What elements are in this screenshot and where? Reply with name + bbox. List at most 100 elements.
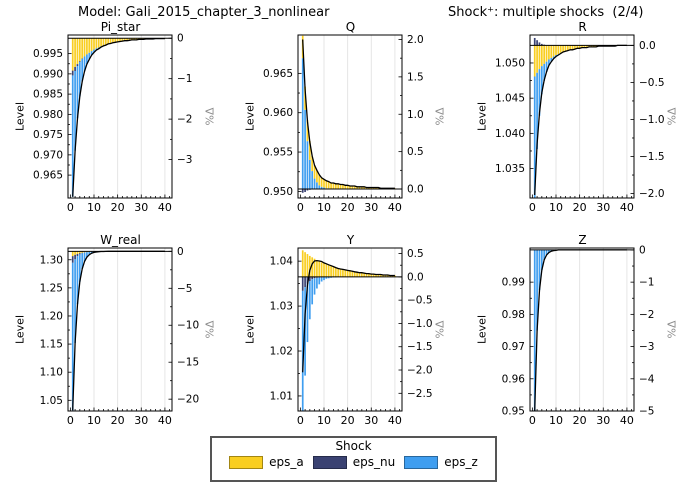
svg-text:−15: −15 (177, 357, 199, 369)
plot-area-r: 0 10 20 30 40 1.050 1.045 1.040 1.035 0.0 −0.5 −1.0… (495, 34, 665, 214)
plot-background (530, 35, 634, 198)
svg-text:0: 0 (639, 244, 646, 256)
right-tick-labels: 2.0 1.5 1.0 0.5 0.0 (407, 34, 424, 196)
svg-text:40: 40 (158, 414, 172, 427)
right-tick-labels: 0.5 0.0 −0.5 −1.0 −1.5 −2.0 −2.5 (407, 248, 433, 400)
right-axis-label: %Δ (665, 320, 679, 339)
svg-text:1.10: 1.10 (40, 367, 63, 379)
subplot-pi-star: 0 10 20 30 40 0.995 0.990 0.985 0.980 0.975 0.970 0… (0, 20, 233, 232)
x-gridlines (93, 35, 166, 198)
svg-text:0.5: 0.5 (407, 248, 424, 260)
svg-text:10: 10 (87, 414, 101, 427)
svg-text:1.0: 1.0 (407, 109, 424, 121)
svg-text:−0.5: −0.5 (407, 295, 433, 307)
shock-bars (71, 38, 166, 197)
svg-text:1.04: 1.04 (270, 256, 294, 268)
legend-entries: eps_a eps_nu eps_z (212, 455, 495, 469)
svg-text:1.15: 1.15 (40, 339, 63, 351)
plot-frame (529, 34, 635, 199)
svg-text:10: 10 (549, 201, 563, 214)
svg-text:20: 20 (573, 414, 587, 427)
svg-text:2.0: 2.0 (407, 34, 424, 46)
svg-text:−2.5: −2.5 (407, 388, 433, 400)
svg-text:0.965: 0.965 (33, 170, 63, 182)
svg-text:−1.5: −1.5 (407, 341, 433, 353)
eps-nu-swatch-icon (312, 455, 347, 469)
tick-marks (298, 253, 402, 411)
svg-text:0.98: 0.98 (502, 309, 525, 321)
svg-text:−10: −10 (177, 320, 199, 332)
x-tick-labels: 0 10 20 30 40 (529, 201, 634, 214)
legend-entry-eps-z: eps_z (404, 455, 478, 469)
plot-background (298, 35, 402, 198)
svg-text:0: 0 (177, 33, 184, 45)
shock-bars (533, 37, 616, 198)
svg-text:10: 10 (317, 201, 331, 214)
svg-text:20: 20 (341, 201, 355, 214)
svg-text:1.040: 1.040 (495, 128, 525, 140)
irf-line (72, 250, 165, 411)
svg-text:30: 30 (134, 414, 148, 427)
legend-title: Shock (335, 439, 372, 453)
svg-text:0: 0 (297, 201, 304, 214)
shock-bars (301, 250, 396, 411)
right-axis-label: %Δ (433, 320, 447, 339)
svg-text:0.985: 0.985 (33, 89, 63, 101)
legend-label: eps_nu (352, 455, 396, 469)
svg-text:−2: −2 (639, 309, 654, 321)
svg-text:40: 40 (620, 414, 634, 427)
subplot-y: 0 10 20 30 40 1.04 1.03 1.02 1.01 0.5 0.0 −0.5 −1.0 −… (230, 233, 463, 445)
svg-text:30: 30 (364, 414, 378, 427)
svg-text:−1.0: −1.0 (639, 114, 665, 126)
svg-text:40: 40 (620, 201, 634, 214)
svg-text:−2.0: −2.0 (639, 188, 665, 200)
irf-line (72, 37, 165, 197)
right-axis-label: %Δ (665, 107, 679, 126)
x-tick-labels: 0 10 20 30 40 (67, 201, 172, 214)
left-axis-label: Level (243, 101, 257, 132)
svg-text:30: 30 (134, 201, 148, 214)
x-tick-labels: 0 10 20 30 40 (67, 414, 172, 427)
x-gridlines (555, 35, 628, 198)
plot-area-y: 0 10 20 30 40 1.04 1.03 1.02 1.01 0.5 0.0 −0.5 −1.0 −… (270, 247, 433, 427)
svg-text:0.990: 0.990 (33, 68, 63, 80)
left-axis-label: Level (475, 314, 489, 345)
svg-text:40: 40 (158, 201, 172, 214)
svg-text:−3: −3 (639, 341, 654, 353)
plot-area-z: 0 10 20 30 40 0.99 0.98 0.97 0.96 0.95 0 −1 −2 −3 −4 −5 (502, 244, 655, 427)
svg-text:0: 0 (67, 201, 74, 214)
svg-text:1.03: 1.03 (270, 301, 293, 313)
svg-text:1.25: 1.25 (40, 282, 63, 294)
right-axis-label: %Δ (203, 320, 217, 339)
svg-text:0.96: 0.96 (502, 373, 526, 385)
svg-text:−3: −3 (177, 154, 192, 166)
left-axis-label: Level (243, 314, 257, 345)
plot-frame (529, 247, 635, 412)
svg-text:1.20: 1.20 (40, 310, 63, 322)
left-tick-labels: 1.04 1.03 1.02 1.01 (270, 256, 294, 403)
right-tick-labels: 0.0 −0.5 −1.0 −1.5 −2.0 (639, 40, 665, 200)
svg-text:0.97: 0.97 (502, 341, 525, 353)
plot-frame (297, 34, 403, 199)
svg-text:20: 20 (573, 201, 587, 214)
plot-area-pi-star: 0 10 20 30 400.9950.9900.9850.9800.9750.9700… (33, 33, 193, 214)
svg-text:0: 0 (529, 201, 536, 214)
svg-text:−2.0: −2.0 (407, 365, 433, 377)
x-tick-labels: 0 10 20 30 40 (529, 414, 634, 427)
right-tick-labels: 0 −1 −2 −3 −4 −5 (639, 244, 655, 417)
left-axis-label: Level (13, 314, 27, 345)
svg-text:0.955: 0.955 (263, 147, 293, 159)
svg-text:0.0: 0.0 (407, 184, 424, 196)
svg-text:20: 20 (341, 414, 355, 427)
legend-entry-eps-nu: eps_nu (312, 455, 396, 469)
svg-text:0: 0 (177, 246, 184, 258)
subplot-q: 0 10 20 30 40 0.965 0.960 0.955 0.950 2.0 1.5 1.0 0.… (230, 20, 463, 232)
tick-marks (68, 250, 172, 411)
subplot-z: 0 10 20 30 40 0.99 0.98 0.97 0.96 0.95 0 −1 −2 −3 −4 −5… (462, 233, 695, 445)
model-title: Model: Gali_2015_chapter_3_nonlinear (78, 5, 330, 20)
left-tick-labels: 1.30 1.25 1.20 1.15 1.10 1.05 (40, 254, 63, 407)
subplot-r: 0 10 20 30 40 1.050 1.045 1.040 1.035 0.0 −0.5 −1.0… (462, 20, 695, 232)
svg-text:0.960: 0.960 (263, 107, 293, 119)
svg-text:10: 10 (87, 201, 101, 214)
left-tick-labels: 0.965 0.960 0.955 0.950 (263, 68, 293, 198)
